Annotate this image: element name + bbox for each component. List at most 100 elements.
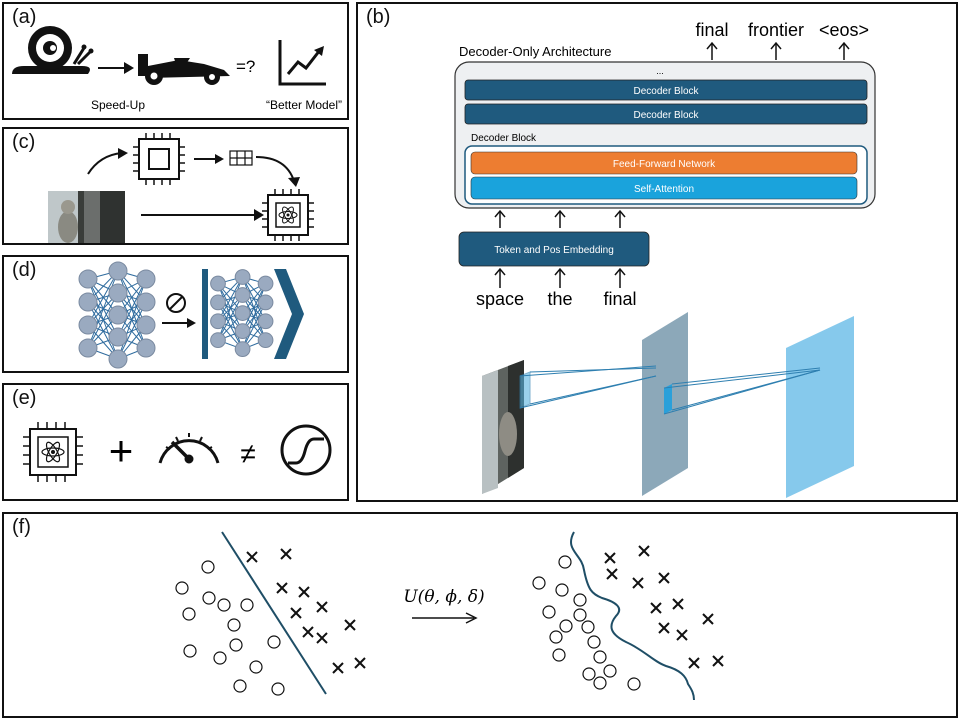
not-equal-sign: ≠ (240, 438, 255, 469)
circle-point (581, 620, 595, 634)
nonlinear-boundary (570, 531, 695, 701)
cross-point (702, 613, 714, 625)
scatter-left (175, 548, 366, 696)
cross-point (712, 655, 724, 667)
circle-point (587, 635, 601, 649)
nn-node (234, 305, 251, 321)
nn-node (78, 269, 98, 289)
cross-point (606, 568, 618, 580)
circle-point (552, 648, 566, 662)
circle-point (532, 576, 546, 590)
nn-node (257, 332, 274, 349)
circle-point (240, 598, 254, 612)
ffn-label: Feed-Forward Network (613, 159, 716, 170)
cross-point (676, 629, 688, 641)
cross-point (332, 662, 344, 674)
panel-c-graphic (48, 133, 314, 243)
panel-f: (f) U(θ, ϕ, δ) (2, 512, 958, 718)
circle-point (549, 630, 563, 644)
circle-point (233, 679, 247, 693)
cross-point (290, 607, 302, 619)
circle-point (559, 619, 573, 633)
nn-node (78, 338, 98, 358)
input-token: the (547, 289, 572, 309)
circle-point (229, 638, 243, 652)
nn-node (234, 269, 251, 285)
cross-point (604, 552, 616, 564)
panel-f-graphic: U(θ, ϕ, δ) (175, 531, 724, 701)
circle-point (542, 605, 556, 619)
panel-e-graphic: + ≠ (23, 422, 332, 482)
decoder-block-label: Decoder Block (633, 86, 699, 97)
circle-point (593, 650, 607, 664)
speedup-caption: Speed-Up (91, 98, 145, 112)
output-token: frontier (748, 20, 804, 40)
cross-point (638, 545, 650, 557)
nn-node (108, 305, 128, 325)
cnn-illustration (482, 312, 854, 498)
cross-point (280, 548, 292, 560)
embedding-label: Token and Pos Embedding (494, 245, 614, 256)
plus-sign: + (109, 427, 134, 474)
nn-node (234, 323, 251, 340)
chevron-bracket (274, 269, 304, 359)
architecture-title: Decoder-Only Architecture (459, 44, 611, 59)
nn-node (257, 275, 274, 292)
decoder-block (464, 103, 868, 125)
question-text: =? (236, 57, 255, 76)
nn-node (108, 283, 128, 303)
decoder-block-label: Decoder Block (633, 110, 699, 121)
cross-point (246, 551, 258, 563)
quantum-chip-icon (23, 422, 83, 482)
nn-node (108, 349, 128, 369)
nn-node (210, 313, 226, 330)
inner-block-title: Decoder Block (471, 133, 537, 144)
cross-point (302, 626, 314, 638)
panel-b-label: (b) (366, 6, 391, 28)
circle-point (593, 676, 607, 690)
cross-point (316, 601, 328, 613)
circle-point (267, 635, 281, 649)
nn-node (210, 332, 226, 349)
circle-point (201, 560, 215, 574)
growth-chart-icon (278, 40, 326, 86)
nn-node (78, 292, 98, 312)
circle-point (175, 581, 189, 595)
circle-point (582, 667, 596, 681)
nn-node (136, 269, 156, 289)
panel-e-label: (e) (12, 387, 37, 409)
cross-point (344, 619, 356, 631)
chip-icon (133, 133, 185, 185)
linear-boundary (221, 531, 327, 695)
nn-node (234, 341, 251, 358)
circle-point (573, 608, 587, 622)
circle-point (555, 583, 569, 597)
cross-point (354, 657, 366, 669)
no-symbol-icon (166, 293, 186, 313)
cross-point (276, 582, 288, 594)
circle-point (213, 651, 227, 665)
cat-photo (48, 191, 125, 243)
panel-b: (b) final frontier <eos> Decoder-Only Ar… (356, 2, 958, 502)
panel-a-graphic: =? Speed-Up “Better Model” (12, 26, 342, 112)
race-car-icon (138, 54, 230, 85)
ellipsis: ... (656, 66, 664, 76)
panel-d: (d) (2, 255, 349, 373)
nn-node (78, 315, 98, 335)
panel-f-label: (f) (12, 516, 31, 538)
feature-map (786, 316, 854, 498)
embedding-block (458, 231, 650, 267)
better-model-caption: “Better Model” (266, 98, 342, 112)
cross-point (632, 577, 644, 589)
nn-node (136, 292, 156, 312)
snail-icon (12, 26, 94, 74)
circle-point (558, 555, 572, 569)
panel-d-label: (d) (12, 259, 37, 281)
neural-network-icon (210, 269, 274, 358)
arrow-right-icon (98, 62, 134, 74)
panel-a-label: (a) (12, 6, 37, 28)
panel-e: (e) + (2, 383, 349, 501)
nn-node (210, 275, 226, 292)
circle-point (271, 682, 285, 696)
circle-point (627, 677, 641, 691)
